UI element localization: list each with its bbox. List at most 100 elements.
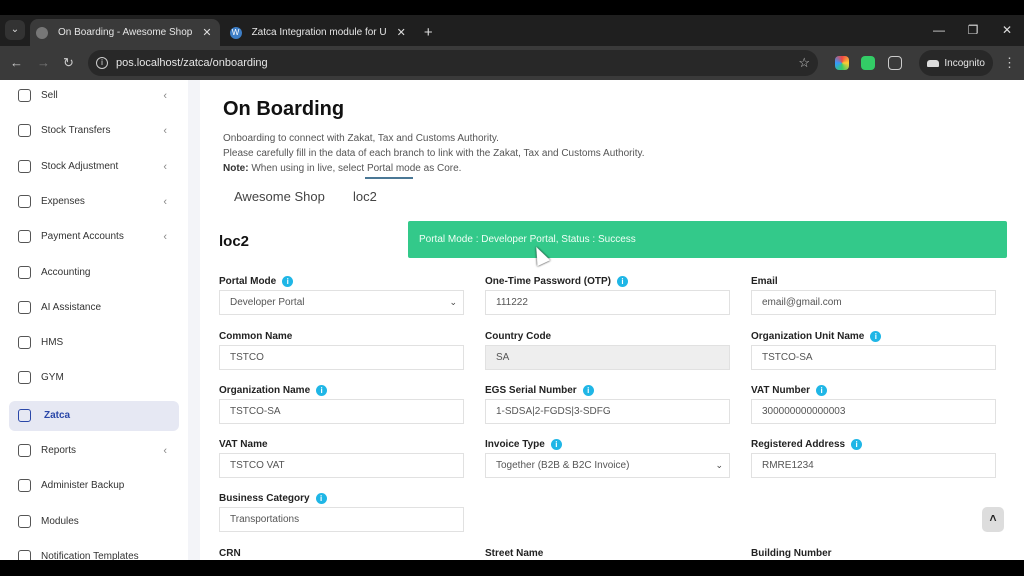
info-icon[interactable]: i xyxy=(316,384,328,396)
vat-name-label: VAT Name xyxy=(219,438,268,450)
business-category-input[interactable]: Transportations xyxy=(219,507,464,532)
organization-name-input[interactable]: TSTCO-SA xyxy=(219,399,464,424)
browser-tab-bar: ⌄ On Boarding - Awesome Shop ✕ W Zatca Int… xyxy=(0,15,1024,46)
tab-loc2[interactable]: loc2 xyxy=(353,189,377,204)
vat-number-field: VAT Number i 300000000000003 xyxy=(751,383,996,424)
report-icon xyxy=(18,444,31,457)
restore-icon[interactable]: ❐ xyxy=(967,23,979,37)
crn-field: CRN xyxy=(219,546,464,560)
info-icon[interactable]: i xyxy=(550,438,562,450)
tab-awesome-shop[interactable]: Awesome Shop xyxy=(234,189,325,204)
vat-number-input[interactable]: 300000000000003 xyxy=(751,399,996,424)
egs-serial-number-field: EGS Serial Number i 1-SDSA|2-FGDS|3-SDFG xyxy=(485,383,730,424)
registered-address-input[interactable]: RMRE1234 xyxy=(751,453,996,478)
invoice-type-select[interactable]: Together (B2B & B2C Invoice) ⌄ xyxy=(485,453,730,478)
reload-icon[interactable]: ↻ xyxy=(63,55,74,70)
chevron-left-icon: ‹ xyxy=(163,231,167,244)
sidebar-item-accounting[interactable]: Accounting xyxy=(9,258,179,288)
minimize-icon[interactable]: — xyxy=(933,23,945,37)
site-info-icon[interactable]: i xyxy=(96,57,108,69)
truck-icon xyxy=(18,124,31,138)
building-number-field: Building Number xyxy=(751,546,996,560)
database-icon xyxy=(18,159,31,173)
section-title: loc2 xyxy=(219,233,250,250)
invoice-type-label: Invoice Type xyxy=(485,438,545,450)
tab-strip: On Boarding - Awesome Shop ✕ W Zatca Integ… xyxy=(30,19,433,46)
new-tab-button[interactable]: + xyxy=(423,24,433,41)
scroll-to-top-button[interactable]: ˄ xyxy=(982,507,1004,532)
credit-card-icon xyxy=(18,230,31,244)
page-description: Onboarding to connect with Zakat, Tax an… xyxy=(223,133,645,174)
close-tab-icon[interactable]: ✕ xyxy=(396,27,406,39)
forward-icon[interactable]: → xyxy=(37,55,50,70)
info-icon[interactable]: i xyxy=(282,275,294,287)
chevron-left-icon: ‹ xyxy=(163,125,167,138)
tab-search-button[interactable]: ⌄ xyxy=(5,20,25,40)
close-window-icon[interactable]: ✕ xyxy=(1001,23,1013,37)
country-code-input: SA xyxy=(485,345,730,370)
globe-icon xyxy=(36,26,48,39)
info-icon[interactable]: i xyxy=(582,384,594,396)
success-toast[interactable]: Portal Mode : Developer Portal, Status :… xyxy=(408,221,1007,258)
business-category-field: Business Category i Transportations xyxy=(219,491,464,532)
sidebar-item-payment-accounts[interactable]: Payment Accounts ‹ xyxy=(9,222,179,252)
email-input[interactable]: email@gmail.com xyxy=(751,290,996,315)
extension-icon[interactable] xyxy=(835,56,849,70)
registered-address-label: Registered Address xyxy=(751,438,846,450)
info-icon[interactable]: i xyxy=(870,330,882,342)
sidebar-item-expenses[interactable]: Expenses ‹ xyxy=(9,187,179,217)
chevron-left-icon: ‹ xyxy=(163,160,167,173)
country-code-field: Country Code SA xyxy=(485,329,730,370)
organization-unit-name-label: Organization Unit Name xyxy=(751,330,865,342)
vat-name-input[interactable]: TSTCO VAT xyxy=(219,453,464,478)
more-menu-icon[interactable]: ⋮ xyxy=(1003,55,1016,70)
portal-mode-label: Portal Mode xyxy=(219,275,277,287)
portal-mode-select[interactable]: Developer Portal ⌄ xyxy=(219,290,464,315)
dumbbell-icon xyxy=(18,371,31,385)
chevron-left-icon: ‹ xyxy=(163,90,167,102)
info-icon[interactable]: i xyxy=(616,275,628,287)
business-category-label: Business Category xyxy=(219,492,310,504)
sidebar-item-stock-transfers[interactable]: Stock Transfers ‹ xyxy=(9,116,179,146)
street-name-label: Street Name xyxy=(485,547,544,559)
one-time-password-otp-label: One-Time Password (OTP) xyxy=(485,275,611,287)
sidebar-item-hms[interactable]: HMS xyxy=(9,328,179,358)
egs-serial-number-input[interactable]: 1-SDSA|2-FGDS|3-SDFG xyxy=(485,399,730,424)
crn-label: CRN xyxy=(219,547,241,559)
one-time-password-otp-field: One-Time Password (OTP) i 111222 xyxy=(485,274,730,315)
url-input[interactable]: i pos.localhost/zatca/onboarding ☆ xyxy=(88,50,818,76)
extensions-puzzle-icon[interactable] xyxy=(888,56,902,70)
mail-icon xyxy=(18,549,31,560)
browser-tab-onboarding[interactable]: On Boarding - Awesome Shop ✕ xyxy=(30,19,220,46)
extension-k-icon[interactable] xyxy=(861,56,875,70)
common-name-field: Common Name TSTCO xyxy=(219,329,464,370)
sidebar-item-modules[interactable]: Modules xyxy=(9,507,179,537)
sidebar-item-ai-assistance[interactable]: AI Assistance xyxy=(9,293,179,323)
upload-icon xyxy=(18,89,31,102)
receipt-icon xyxy=(18,408,31,422)
bookmark-star-icon[interactable]: ☆ xyxy=(798,55,810,70)
incognito-badge[interactable]: Incognito xyxy=(919,50,993,76)
sidebar-item-sell[interactable]: Sell ‹ xyxy=(9,81,179,111)
sidebar-item-stock-adjustment[interactable]: Stock Adjustment ‹ xyxy=(9,152,179,182)
back-icon[interactable]: ← xyxy=(10,55,23,70)
organization-name-label: Organization Name xyxy=(219,384,311,396)
organization-unit-name-field: Organization Unit Name i TSTCO-SA xyxy=(751,329,996,370)
sidebar-item-zatca[interactable]: Zatca xyxy=(9,400,179,431)
sidebar-item-administer-backup[interactable]: Administer Backup xyxy=(9,471,179,501)
close-tab-icon[interactable]: ✕ xyxy=(202,27,212,39)
robot-icon xyxy=(18,300,31,314)
sidebar-item-gym[interactable]: GYM xyxy=(9,363,179,393)
info-icon[interactable]: i xyxy=(816,384,828,396)
chevron-left-icon: ‹ xyxy=(163,445,167,457)
info-icon[interactable]: i xyxy=(315,492,327,504)
email-field: Email email@gmail.com xyxy=(751,274,996,315)
one-time-password-otp-input[interactable]: 111222 xyxy=(485,290,730,315)
info-icon[interactable]: i xyxy=(851,438,863,450)
common-name-input[interactable]: TSTCO xyxy=(219,345,464,370)
organization-unit-name-input[interactable]: TSTCO-SA xyxy=(751,345,996,370)
chevron-down-icon: ⌄ xyxy=(449,297,457,307)
browser-tab-zatca[interactable]: W Zatca Integration module for U ✕ xyxy=(224,19,414,46)
sidebar-item-notification-templates[interactable]: Notification Templates xyxy=(9,542,179,560)
sidebar-item-reports[interactable]: Reports ‹ xyxy=(9,436,179,466)
